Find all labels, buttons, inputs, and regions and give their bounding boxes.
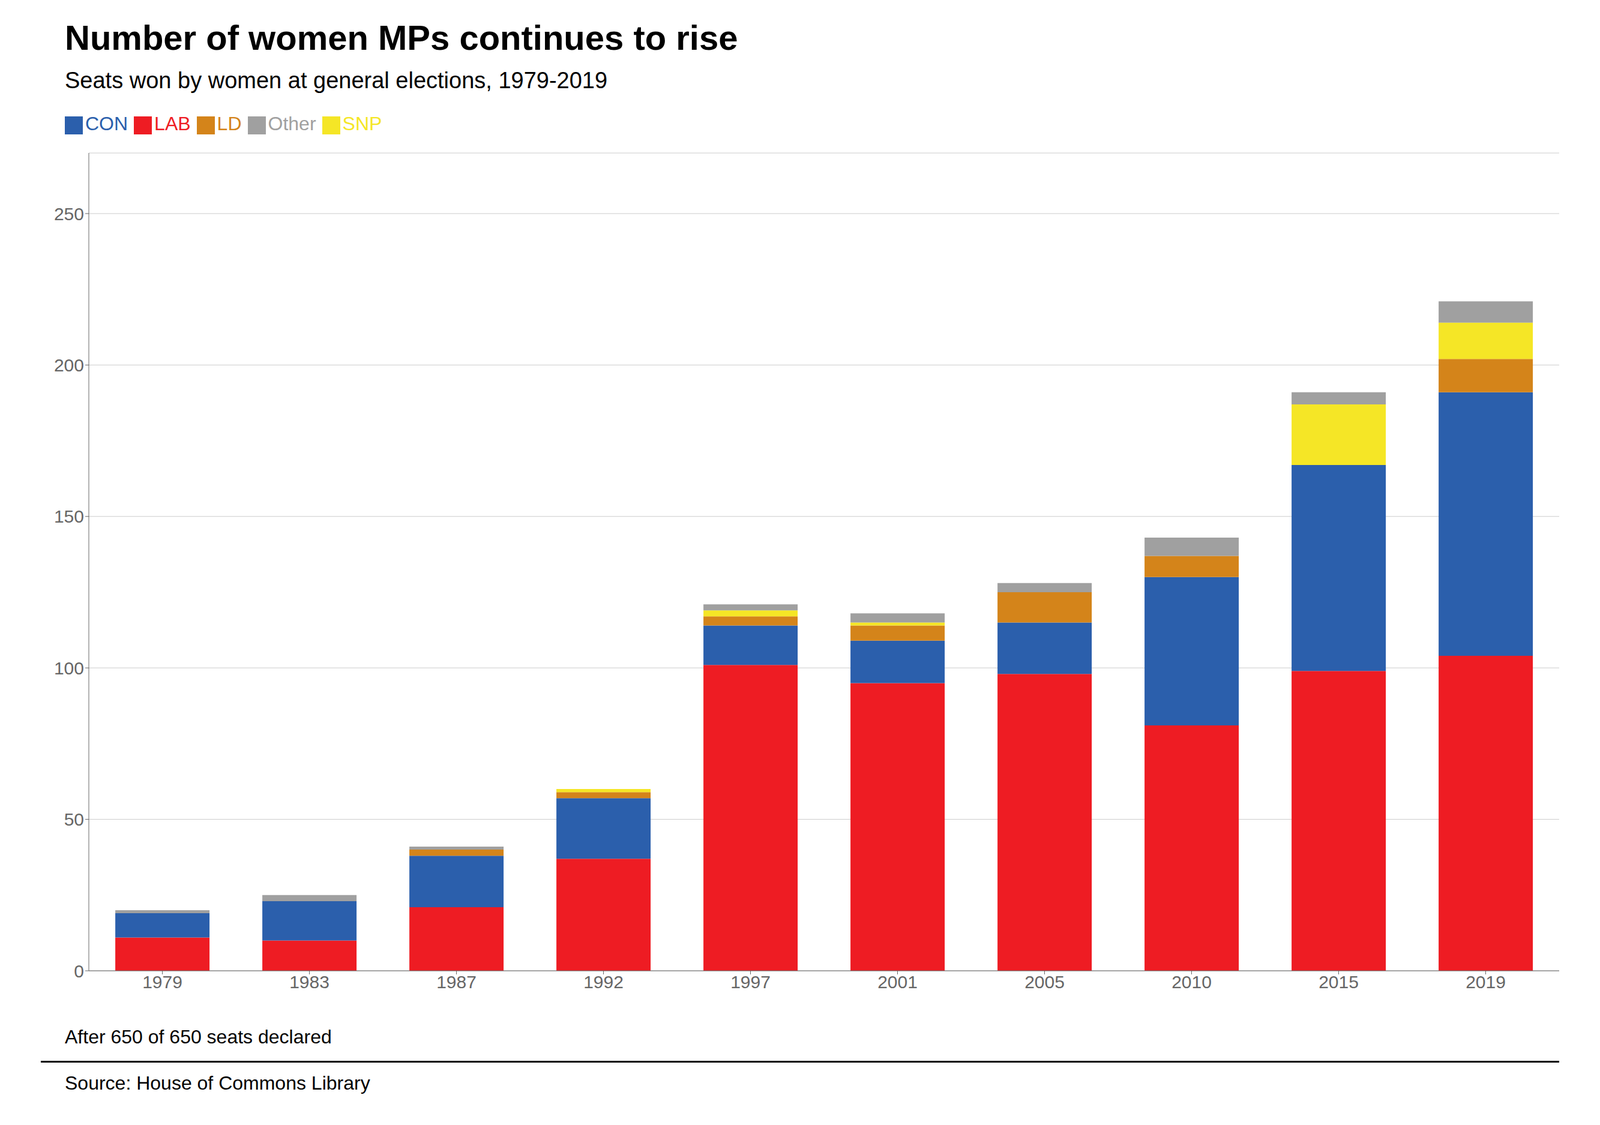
- svg-text:50: 50: [64, 809, 85, 830]
- svg-text:200: 200: [54, 355, 85, 376]
- html-text:Number of women MPs continues: Number of women MPs continues to rise: [64, 18, 738, 58]
- svg-text:1983: 1983: [289, 972, 330, 993]
- svg-text:150: 150: [54, 506, 85, 527]
- svg-text:1979: 1979: [142, 972, 183, 993]
- html-text:Source: House of Commons Libra: Source: House of Commons Library: [64, 1072, 371, 1095]
- svg-text:1997: 1997: [730, 972, 771, 993]
- svg-text:2001: 2001: [877, 972, 918, 993]
- svg-text:2015: 2015: [1318, 972, 1359, 993]
- html-text:LAB: LAB: [154, 112, 191, 135]
- html-text:LD: LD: [217, 112, 242, 135]
- svg-text:0: 0: [73, 961, 85, 982]
- html-text:CON: CON: [85, 112, 128, 135]
- svg-text:1987: 1987: [436, 972, 477, 993]
- svg-text:2005: 2005: [1024, 972, 1065, 993]
- html-text:Other: Other: [267, 112, 316, 135]
- svg-text:2010: 2010: [1171, 972, 1212, 993]
- svg-text:250: 250: [54, 204, 85, 224]
- html-text:SNP: SNP: [342, 112, 382, 135]
- svg-text:1992: 1992: [583, 972, 624, 993]
- svg-text:100: 100: [54, 658, 85, 679]
- html-text:After 650 of 650 seats declare: After 650 of 650 seats declared: [64, 1026, 332, 1048]
- html-text:Seats won by women at general: Seats won by women at general elections,…: [64, 67, 608, 94]
- svg-text:2019: 2019: [1465, 972, 1506, 993]
